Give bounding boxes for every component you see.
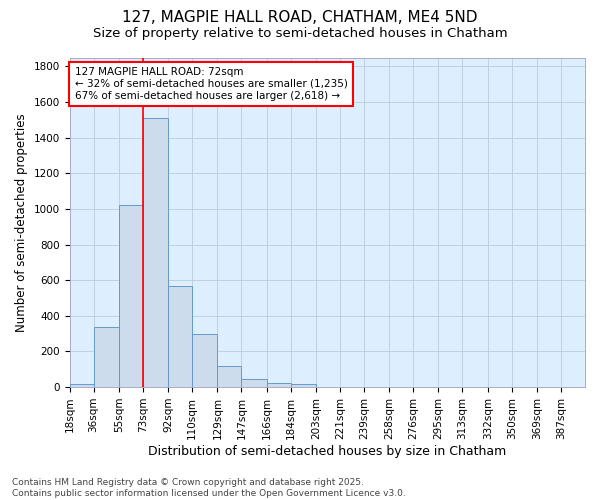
Y-axis label: Number of semi-detached properties: Number of semi-detached properties bbox=[15, 113, 28, 332]
Bar bbox=[192, 334, 217, 387]
Text: 127, MAGPIE HALL ROAD, CHATHAM, ME4 5ND: 127, MAGPIE HALL ROAD, CHATHAM, ME4 5ND bbox=[122, 10, 478, 25]
Bar bbox=[143, 118, 168, 387]
Bar bbox=[70, 384, 94, 387]
X-axis label: Distribution of semi-detached houses by size in Chatham: Distribution of semi-detached houses by … bbox=[148, 444, 506, 458]
Bar bbox=[266, 382, 290, 387]
Bar bbox=[119, 206, 143, 387]
Bar bbox=[217, 366, 241, 387]
Text: Size of property relative to semi-detached houses in Chatham: Size of property relative to semi-detach… bbox=[92, 28, 508, 40]
Bar bbox=[290, 384, 316, 387]
Bar bbox=[94, 328, 119, 387]
Text: Contains HM Land Registry data © Crown copyright and database right 2025.
Contai: Contains HM Land Registry data © Crown c… bbox=[12, 478, 406, 498]
Text: 127 MAGPIE HALL ROAD: 72sqm
← 32% of semi-detached houses are smaller (1,235)
67: 127 MAGPIE HALL ROAD: 72sqm ← 32% of sem… bbox=[74, 68, 347, 100]
Bar bbox=[241, 379, 266, 387]
Bar bbox=[168, 286, 192, 387]
